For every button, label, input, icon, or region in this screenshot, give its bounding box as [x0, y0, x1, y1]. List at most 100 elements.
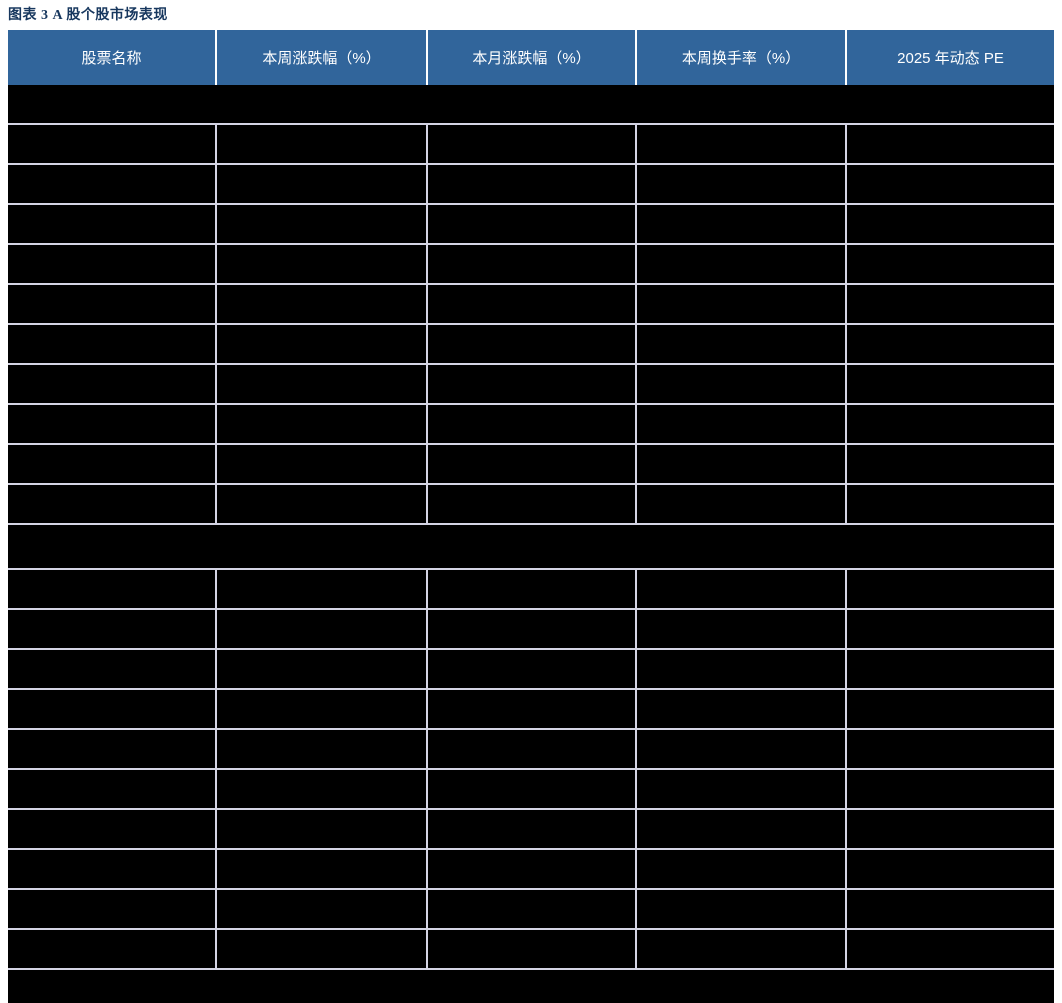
table-row	[8, 650, 1054, 690]
table-cell	[8, 850, 217, 888]
table-cell	[8, 205, 217, 243]
table-section-a	[8, 123, 1054, 525]
table-cell	[428, 165, 637, 203]
table-row	[8, 245, 1054, 285]
table-cell	[217, 890, 428, 928]
table-cell	[637, 650, 847, 688]
table-row	[8, 325, 1054, 365]
table-row	[8, 365, 1054, 405]
table-row	[8, 690, 1054, 730]
table-cell	[217, 810, 428, 848]
table-cell	[637, 125, 847, 163]
table-cell	[217, 405, 428, 443]
table-cell	[428, 890, 637, 928]
stock-performance-table: 股票名称 本周涨跌幅（%） 本月涨跌幅（%） 本周换手率（%） 2025 年动态 PE	[8, 30, 1054, 1003]
table-cell	[428, 245, 637, 283]
table-cell	[847, 570, 1054, 608]
table-cell	[428, 570, 637, 608]
table-cell	[428, 650, 637, 688]
table-cell	[637, 770, 847, 808]
table-cell	[847, 890, 1054, 928]
table-cell	[217, 205, 428, 243]
table-cell	[637, 690, 847, 728]
table-cell	[8, 285, 217, 323]
table-cell	[217, 245, 428, 283]
table-cell	[8, 690, 217, 728]
table-cell	[847, 365, 1054, 403]
table-cell	[847, 650, 1054, 688]
table-cell	[637, 730, 847, 768]
table-cell	[428, 930, 637, 968]
table-cell	[8, 610, 217, 648]
table-cell	[637, 205, 847, 243]
table-cell	[847, 325, 1054, 363]
table-cell	[8, 810, 217, 848]
table-cell	[847, 245, 1054, 283]
table-cell	[637, 445, 847, 483]
table-cell	[637, 890, 847, 928]
table-cell	[637, 365, 847, 403]
table-row	[8, 405, 1054, 445]
table-cell	[847, 770, 1054, 808]
table-row	[8, 165, 1054, 205]
table-cell	[428, 445, 637, 483]
table-header-row: 股票名称 本周涨跌幅（%） 本月涨跌幅（%） 本周换手率（%） 2025 年动态 PE	[8, 30, 1054, 85]
table-row	[8, 485, 1054, 525]
table-cell	[217, 125, 428, 163]
table-cell	[847, 690, 1054, 728]
table-cell	[8, 445, 217, 483]
table-cell	[8, 730, 217, 768]
table-row	[8, 770, 1054, 810]
table-cell	[428, 810, 637, 848]
figure-title: 图表 3 A 股个股市场表现	[8, 8, 168, 23]
table-cell	[8, 485, 217, 523]
table-row	[8, 445, 1054, 485]
table-cell	[8, 570, 217, 608]
table-row	[8, 570, 1054, 610]
table-cell	[637, 850, 847, 888]
table-cell	[428, 485, 637, 523]
table-cell	[217, 730, 428, 768]
table-cell	[847, 850, 1054, 888]
table-cell	[217, 930, 428, 968]
table-row	[8, 850, 1054, 890]
table-row	[8, 730, 1054, 770]
table-cell	[428, 690, 637, 728]
table-cell	[217, 770, 428, 808]
table-cell	[217, 285, 428, 323]
table-cell	[847, 445, 1054, 483]
table-cell	[8, 770, 217, 808]
table-row	[8, 930, 1054, 970]
table-cell	[847, 610, 1054, 648]
table-cell	[637, 405, 847, 443]
table-row	[8, 810, 1054, 850]
table-cell	[217, 650, 428, 688]
table-cell	[8, 325, 217, 363]
table-section-b	[8, 568, 1054, 970]
table-cell	[428, 730, 637, 768]
table-cell	[8, 650, 217, 688]
table-cell	[428, 205, 637, 243]
table-cell	[428, 365, 637, 403]
table-cell	[8, 245, 217, 283]
table-cell	[637, 810, 847, 848]
header-cell-0: 股票名称	[8, 30, 217, 85]
table-cell	[8, 365, 217, 403]
table-cell	[428, 125, 637, 163]
table-top-band	[8, 85, 1054, 123]
table-cell	[637, 325, 847, 363]
table-cell	[217, 165, 428, 203]
header-cell-2: 本月涨跌幅（%）	[428, 30, 637, 85]
table-cell	[217, 610, 428, 648]
table-bottom-band	[8, 970, 1054, 1003]
table-row	[8, 610, 1054, 650]
table-cell	[637, 485, 847, 523]
table-cell	[8, 165, 217, 203]
table-cell	[637, 570, 847, 608]
table-row	[8, 205, 1054, 245]
table-cell	[847, 730, 1054, 768]
header-cell-3: 本周换手率（%）	[637, 30, 847, 85]
table-cell	[637, 165, 847, 203]
table-cell	[428, 610, 637, 648]
